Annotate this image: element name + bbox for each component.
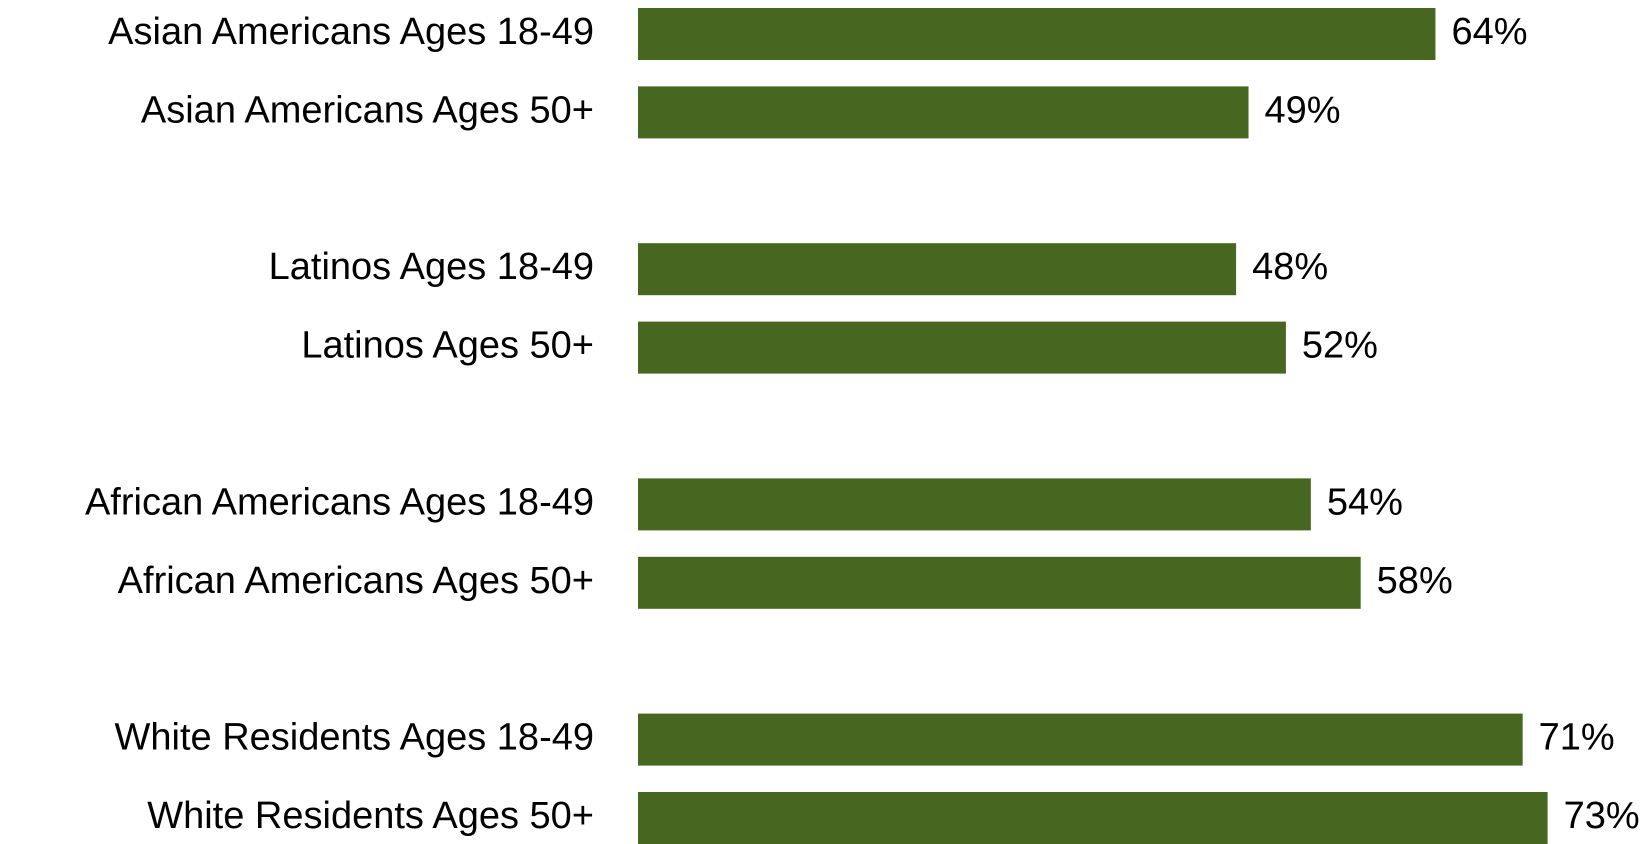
category-label: Latinos Ages 18-49 [269,246,594,288]
category-label: Asian Americans Ages 50+ [141,89,594,131]
category-label: African Americans Ages 18-49 [85,481,594,523]
category-label: Asian Americans Ages 18-49 [108,11,594,53]
bar [638,556,1361,609]
value-label: 48% [1252,246,1328,288]
bar [638,321,1286,374]
bar [638,478,1311,531]
bar [638,792,1548,844]
value-label: 73% [1564,795,1640,837]
category-label: Latinos Ages 50+ [301,325,594,367]
bar [638,243,1237,296]
category-label: White Residents Ages 18-49 [115,717,595,759]
value-label: 49% [1265,89,1341,131]
bar [638,8,1436,60]
bar [638,713,1523,766]
category-label: White Residents Ages 50+ [147,795,594,837]
value-label: 52% [1302,325,1378,367]
value-label: 58% [1377,560,1453,602]
bar [638,86,1249,139]
category-label: African Americans Ages 50+ [118,560,594,602]
value-label: 54% [1327,481,1403,523]
value-label: 64% [1451,11,1527,53]
value-label: 71% [1539,717,1615,759]
